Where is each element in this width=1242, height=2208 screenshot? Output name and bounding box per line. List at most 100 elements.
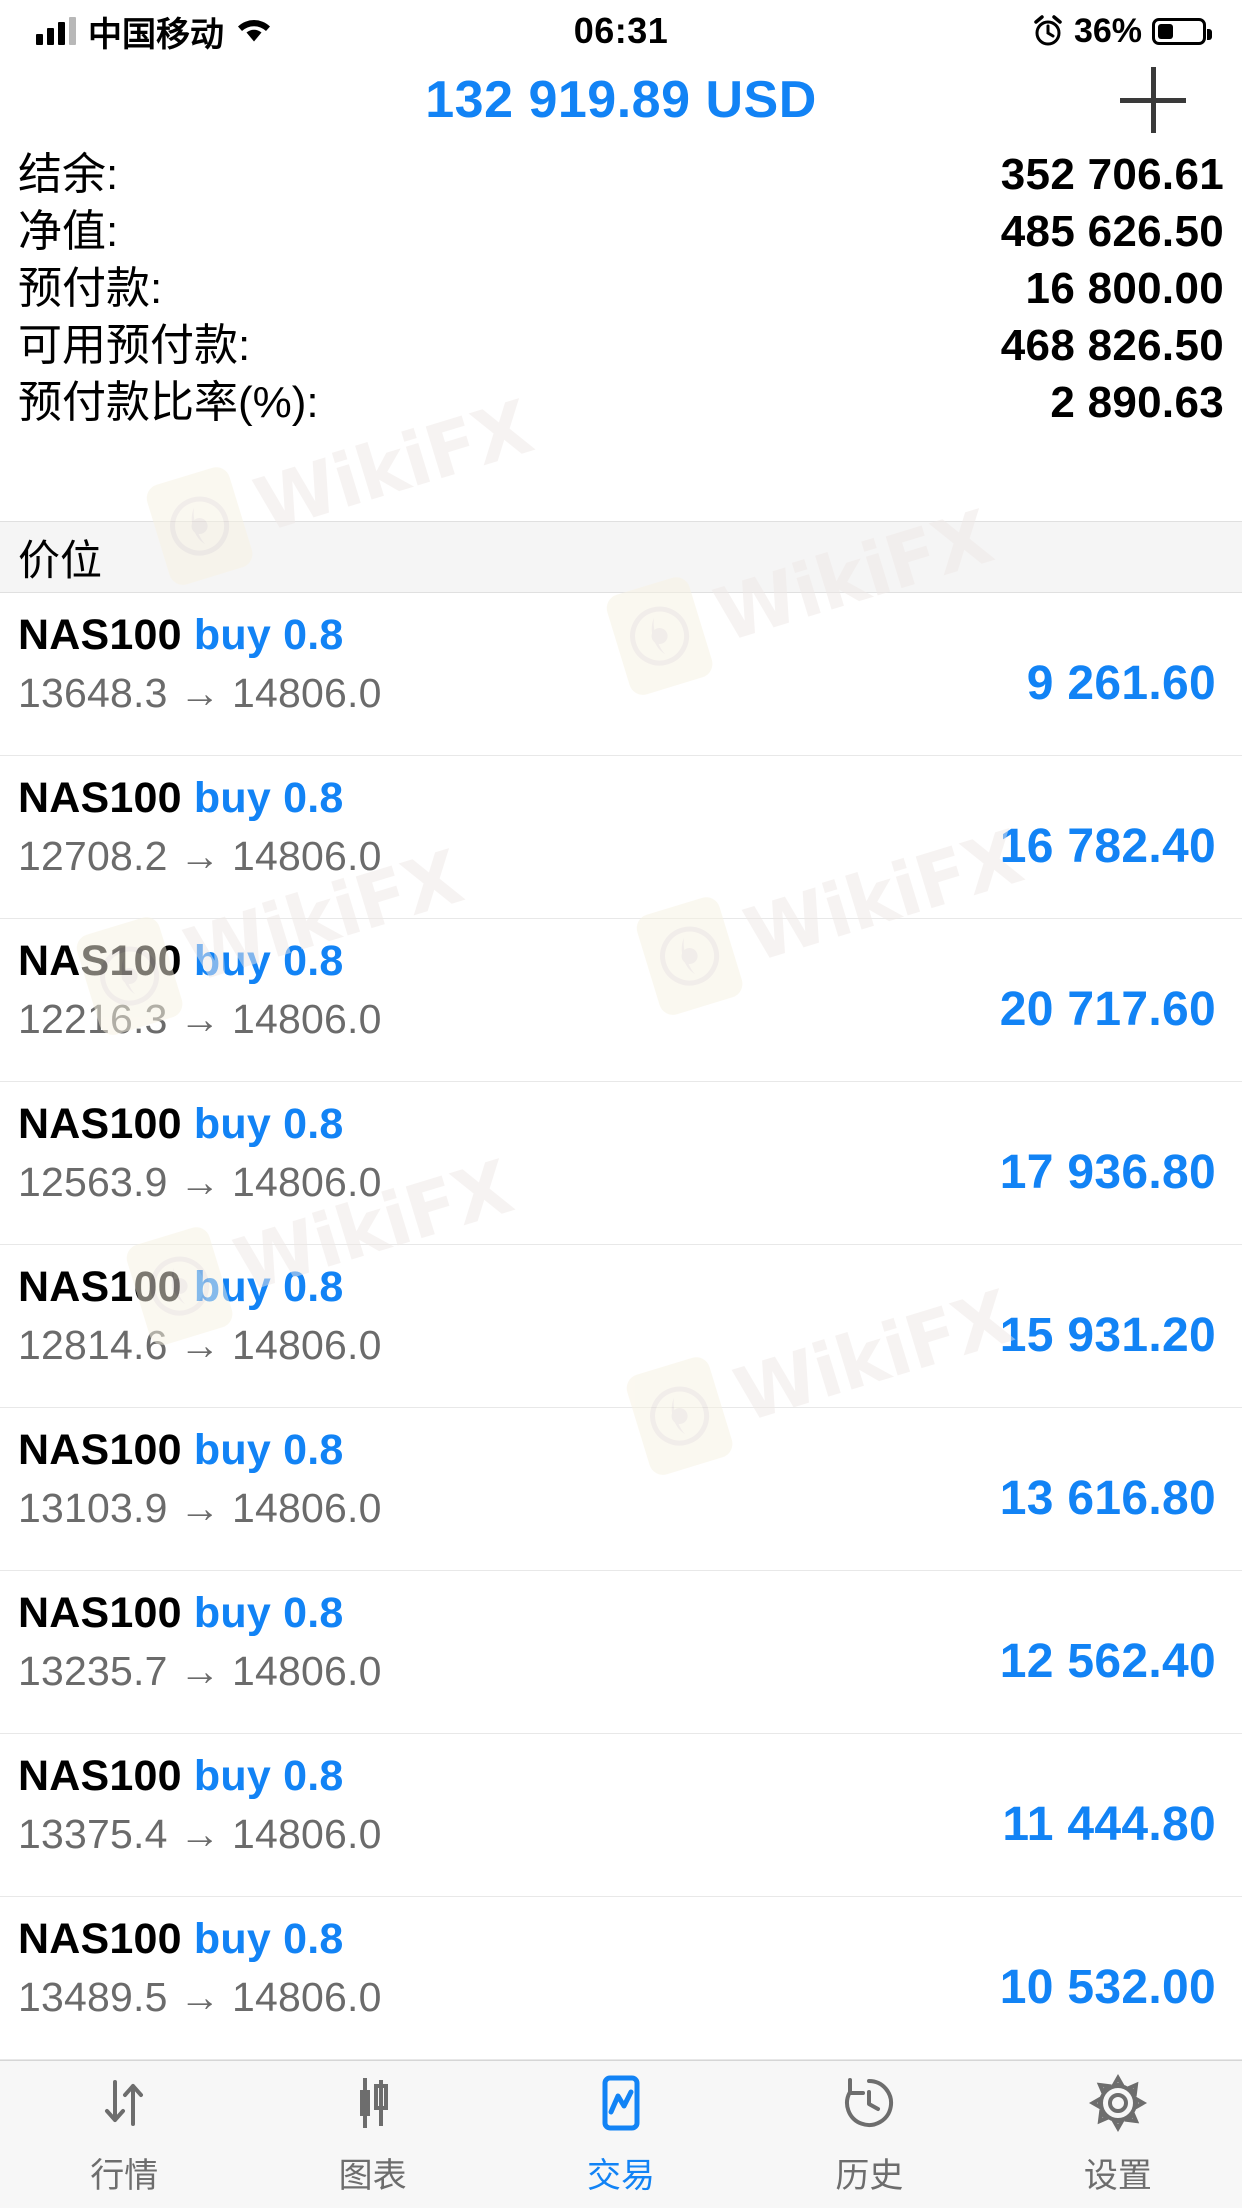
position-title: NAS100 buy 0.8 [18, 1752, 382, 1801]
arrow-right-icon: → [179, 1159, 221, 1205]
arrow-right-icon: → [179, 1974, 221, 2020]
position-open-price: 12708.2 [18, 833, 168, 879]
position-volume: 0.8 [283, 1915, 344, 1963]
summary-value: 485 626.50 [1000, 207, 1224, 256]
position-current-price: 14806.0 [232, 670, 382, 716]
position-prices: 12216.3 → 14806.0 [18, 996, 382, 1043]
list-item[interactable]: NAS100 buy 0.8 13489.5 → 14806.0 10 532.… [0, 1897, 1242, 2060]
position-symbol: NAS100 [18, 1100, 182, 1148]
list-item[interactable]: NAS100 buy 0.8 13648.3 → 14806.0 9 261.6… [0, 593, 1242, 756]
position-volume: 0.8 [283, 1426, 344, 1474]
position-side: buy [193, 611, 271, 659]
quotes-arrows-icon [93, 2072, 155, 2134]
summary-label: 净值: [18, 207, 119, 256]
position-info: NAS100 buy 0.8 12563.9 → 14806.0 [18, 1100, 382, 1244]
position-open-price: 13489.5 [18, 1974, 168, 2020]
position-symbol: NAS100 [18, 937, 182, 985]
list-item[interactable]: NAS100 buy 0.8 13103.9 → 14806.0 13 616.… [0, 1408, 1242, 1571]
position-open-price: 13648.3 [18, 670, 168, 716]
position-title: NAS100 buy 0.8 [18, 1589, 382, 1638]
position-title: NAS100 buy 0.8 [18, 1915, 382, 1964]
arrow-right-icon: → [179, 1322, 221, 1368]
position-current-price: 14806.0 [232, 1648, 382, 1694]
list-item[interactable]: NAS100 buy 0.8 12216.3 → 14806.0 20 717.… [0, 919, 1242, 1082]
position-prices: 13235.7 → 14806.0 [18, 1648, 382, 1695]
position-profit: 15 931.20 [999, 1308, 1216, 1362]
position-prices: 12814.6 → 14806.0 [18, 1322, 382, 1369]
position-side: buy [193, 1752, 271, 1800]
position-volume: 0.8 [283, 937, 344, 985]
position-prices: 12563.9 → 14806.0 [18, 1159, 382, 1206]
position-volume: 0.8 [283, 1100, 344, 1148]
position-title: NAS100 buy 0.8 [18, 1263, 382, 1312]
position-side: buy [193, 1100, 271, 1148]
position-profit: 12 562.40 [999, 1634, 1216, 1688]
position-volume: 0.8 [283, 1752, 344, 1800]
list-item[interactable]: NAS100 buy 0.8 12563.9 → 14806.0 17 936.… [0, 1082, 1242, 1245]
tab-label: 行情 [90, 2157, 159, 2195]
position-open-price: 13103.9 [18, 1485, 168, 1531]
summary-value: 352 706.61 [1000, 150, 1224, 199]
position-info: NAS100 buy 0.8 13235.7 → 14806.0 [18, 1589, 382, 1733]
positions-list[interactable]: NAS100 buy 0.8 13648.3 → 14806.0 9 261.6… [0, 593, 1242, 2060]
tab-quotes[interactable]: 行情 [0, 2072, 248, 2197]
summary-label: 结余: [18, 150, 119, 199]
position-prices: 12708.2 → 14806.0 [18, 833, 382, 880]
position-symbol: NAS100 [18, 774, 182, 822]
status-bar: 中国移动 06:31 36% [0, 0, 1242, 62]
section-header-positions: 价位 [0, 521, 1242, 593]
list-item[interactable]: NAS100 buy 0.8 12708.2 → 14806.0 16 782.… [0, 756, 1242, 919]
arrow-right-icon: → [179, 1811, 221, 1857]
position-current-price: 14806.0 [232, 833, 382, 879]
position-current-price: 14806.0 [232, 996, 382, 1042]
position-title: NAS100 buy 0.8 [18, 937, 382, 986]
summary-row: 预付款比率(%): 2 890.63 [18, 366, 1224, 427]
arrow-right-icon: → [179, 833, 221, 879]
list-item[interactable]: NAS100 buy 0.8 12814.6 → 14806.0 15 931.… [0, 1245, 1242, 1408]
status-bar-time: 06:31 [573, 10, 669, 51]
position-info: NAS100 buy 0.8 13648.3 → 14806.0 [18, 611, 382, 755]
position-open-price: 12563.9 [18, 1159, 168, 1205]
summary-row: 结余: 352 706.61 [18, 138, 1224, 199]
summary-row: 可用预付款: 468 826.50 [18, 309, 1224, 370]
position-info: NAS100 buy 0.8 12814.6 → 14806.0 [18, 1263, 382, 1407]
plus-icon[interactable] [1120, 67, 1186, 133]
tab-trade[interactable]: 交易 [497, 2072, 745, 2197]
position-current-price: 14806.0 [232, 1485, 382, 1531]
arrow-right-icon: → [179, 1648, 221, 1694]
status-bar-left: 中国移动 [36, 7, 1032, 56]
position-current-price: 14806.0 [232, 1811, 382, 1857]
battery-icon [1152, 17, 1212, 45]
summary-value: 2 890.63 [1050, 378, 1224, 427]
position-title: NAS100 buy 0.8 [18, 774, 382, 823]
tab-label: 交易 [587, 2157, 656, 2195]
list-item[interactable]: NAS100 buy 0.8 13375.4 → 14806.0 11 444.… [0, 1734, 1242, 1897]
account-balance-title: 132 919.89 USD [425, 71, 817, 129]
list-item[interactable]: NAS100 buy 0.8 13235.7 → 14806.0 12 562.… [0, 1571, 1242, 1734]
position-symbol: NAS100 [18, 611, 182, 659]
carrier-label: 中国移动 [88, 15, 224, 54]
position-profit: 10 532.00 [999, 1960, 1216, 2014]
tab-settings[interactable]: 设置 [994, 2072, 1242, 2197]
tab-label: 设置 [1083, 2157, 1152, 2195]
position-info: NAS100 buy 0.8 12708.2 → 14806.0 [18, 774, 382, 918]
summary-value: 16 800.00 [1025, 264, 1224, 313]
position-symbol: NAS100 [18, 1915, 182, 1963]
position-info: NAS100 buy 0.8 13489.5 → 14806.0 [18, 1915, 382, 2059]
tab-history[interactable]: 历史 [745, 2072, 993, 2197]
position-volume: 0.8 [283, 774, 344, 822]
position-info: NAS100 buy 0.8 13103.9 → 14806.0 [18, 1426, 382, 1570]
position-profit: 13 616.80 [999, 1471, 1216, 1525]
position-info: NAS100 buy 0.8 13375.4 → 14806.0 [18, 1752, 382, 1896]
position-symbol: NAS100 [18, 1426, 182, 1474]
tab-label: 历史 [835, 2157, 904, 2195]
app-header: 132 919.89 USD [0, 62, 1242, 138]
gear-icon [1087, 2072, 1149, 2134]
position-title: NAS100 buy 0.8 [18, 611, 382, 660]
bottom-tab-bar: 行情 图表 交易 [0, 2060, 1242, 2208]
summary-value: 468 826.50 [1000, 321, 1224, 370]
tab-charts[interactable]: 图表 [248, 2072, 496, 2197]
position-prices: 13489.5 → 14806.0 [18, 1974, 382, 2021]
tab-label: 图表 [338, 2157, 407, 2195]
